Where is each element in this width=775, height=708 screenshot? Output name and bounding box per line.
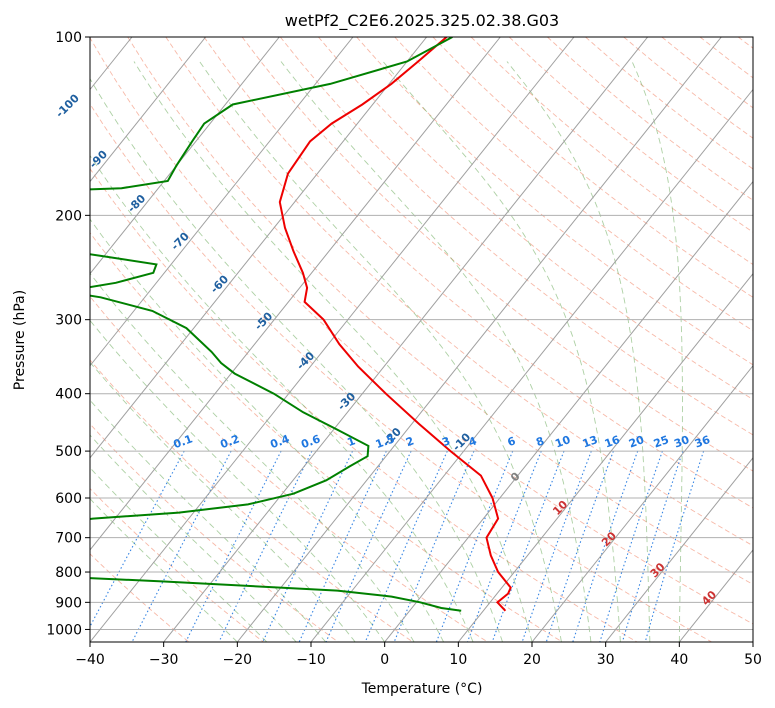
moist-adiabat-line [280, 61, 592, 642]
x-tick-label: 10 [449, 652, 467, 668]
isotherm-gridline [90, 37, 428, 459]
profile-series-group [90, 37, 512, 612]
mixing-ratio-line [621, 450, 684, 642]
y-tick-label: 300 [55, 313, 82, 329]
y-tick-label: 100 [55, 30, 82, 46]
mixing-ratio-label: 3 [440, 434, 452, 449]
y-tick-label: 800 [55, 565, 82, 581]
x-tick-label: 0 [380, 652, 389, 668]
x-tick-label: −10 [296, 652, 326, 668]
plot-frame [89, 36, 754, 643]
moist-adiabat-line [90, 77, 503, 642]
mixing-ratio-line [325, 450, 412, 642]
isotherm-gridline [384, 180, 753, 642]
chart-title: wetPf2_C2E6.2025.325.02.38.G03 [285, 11, 559, 31]
x-tick-label: −20 [223, 652, 253, 668]
moist-adiabat-line [506, 61, 651, 642]
dewpoint-profile-line [90, 37, 462, 612]
mixing-ratio-label: 16 [603, 433, 622, 451]
x-tick-label: 50 [744, 652, 762, 668]
isotherm-gridline [90, 37, 280, 275]
mixing-ratio-label: 30 [672, 433, 691, 451]
dry-adiabat-line [356, 37, 753, 366]
x-tick-label: −30 [149, 652, 179, 668]
mixing-ratio-line [262, 450, 353, 642]
y-tick-label: 1000 [46, 622, 82, 638]
moist-adiabat-line [90, 319, 386, 642]
isotherm-gridline [605, 457, 753, 642]
isotherm-gridline [90, 37, 354, 367]
mixing-ratio-line [521, 450, 592, 642]
dry-adiabat-line [432, 37, 753, 298]
mixing-ratio-label: 2 [404, 434, 416, 449]
x-tick-label: 20 [523, 652, 541, 668]
y-tick-label: 900 [55, 595, 82, 611]
dry-adiabat-line [203, 37, 753, 509]
mixing-ratio-label: 0.1 [172, 432, 195, 451]
mixing-ratio-label: 25 [652, 433, 671, 450]
isotherm-gridline [236, 37, 722, 642]
moist-adiabat-line [90, 272, 415, 642]
dry-adiabat-line [90, 423, 339, 642]
x-tick-label: 40 [670, 652, 688, 668]
dry-adiabat-line [318, 37, 753, 400]
isotherm-gridline [531, 364, 753, 642]
dry-adiabat-line [394, 37, 753, 332]
mixing-ratio-line [131, 450, 232, 642]
temperature-profile-line [278, 37, 512, 612]
dry-adiabat-line [165, 37, 753, 547]
mixing-ratio-label: 4 [467, 434, 479, 449]
mixing-ratio-label: 0.6 [299, 432, 322, 451]
x-axis-label: Temperature (°C) [361, 681, 483, 697]
dry-adiabat-line [90, 231, 564, 642]
moist-adiabat-line [90, 218, 445, 642]
moist-adiabat-line [133, 61, 533, 642]
y-tick-label: 500 [55, 444, 82, 460]
moist-adiabat-line [631, 61, 683, 642]
mixing-ratio-label: 20 [627, 433, 646, 451]
y-tick-label: 700 [55, 531, 82, 547]
mixing-ratio-line [298, 450, 387, 642]
background-lines-group [90, 37, 753, 642]
isotherm-gridline [457, 272, 753, 642]
mixing-ratio-label: 36 [693, 433, 712, 451]
isotherm-gridline [310, 88, 753, 642]
isotherm-gridline [90, 37, 575, 642]
mixing-ratio-line [90, 450, 185, 628]
y-axis-label: Pressure (hPa) [12, 290, 28, 390]
mixing-ratio-label: 8 [534, 434, 546, 449]
moist-adiabat-line [90, 361, 356, 642]
x-tick-label: −40 [75, 652, 105, 668]
y-tick-label: 600 [55, 491, 82, 507]
moist-adiabat-line [90, 399, 327, 642]
mixing-ratio-label: 1 [345, 434, 357, 449]
mixing-ratio-label: 6 [506, 434, 518, 449]
isotherm-gridline [163, 37, 649, 642]
mixing-ratio-label: 0.4 [269, 432, 292, 451]
mixing-ratio-line [491, 450, 565, 642]
y-tick-label: 200 [55, 208, 82, 224]
mixing-ratio-label: 0.2 [219, 432, 242, 451]
moist-adiabat-line [199, 61, 562, 642]
mixing-ratio-label: 13 [581, 433, 600, 450]
mixing-ratio-line [185, 450, 282, 642]
moist-adiabat-line [382, 61, 621, 642]
mixing-ratio-line [393, 450, 475, 642]
mixing-ratio-line [599, 450, 663, 642]
mixing-ratio-label: 10 [553, 433, 572, 451]
moist-adiabat-line [90, 154, 474, 642]
mixing-ratio-label: 1.5 [374, 432, 397, 451]
mixing-ratio-line [572, 450, 639, 642]
y-tick-label: 400 [55, 387, 82, 403]
axes-group: −40 −30 −20 −10 0 10 20 30 40 5010020030040050060… [46, 30, 762, 668]
isotherm-gridline [90, 37, 501, 551]
moist-adiabat-line [90, 498, 238, 642]
x-tick-label: 30 [597, 652, 615, 668]
isotherm-gridline [90, 37, 207, 183]
